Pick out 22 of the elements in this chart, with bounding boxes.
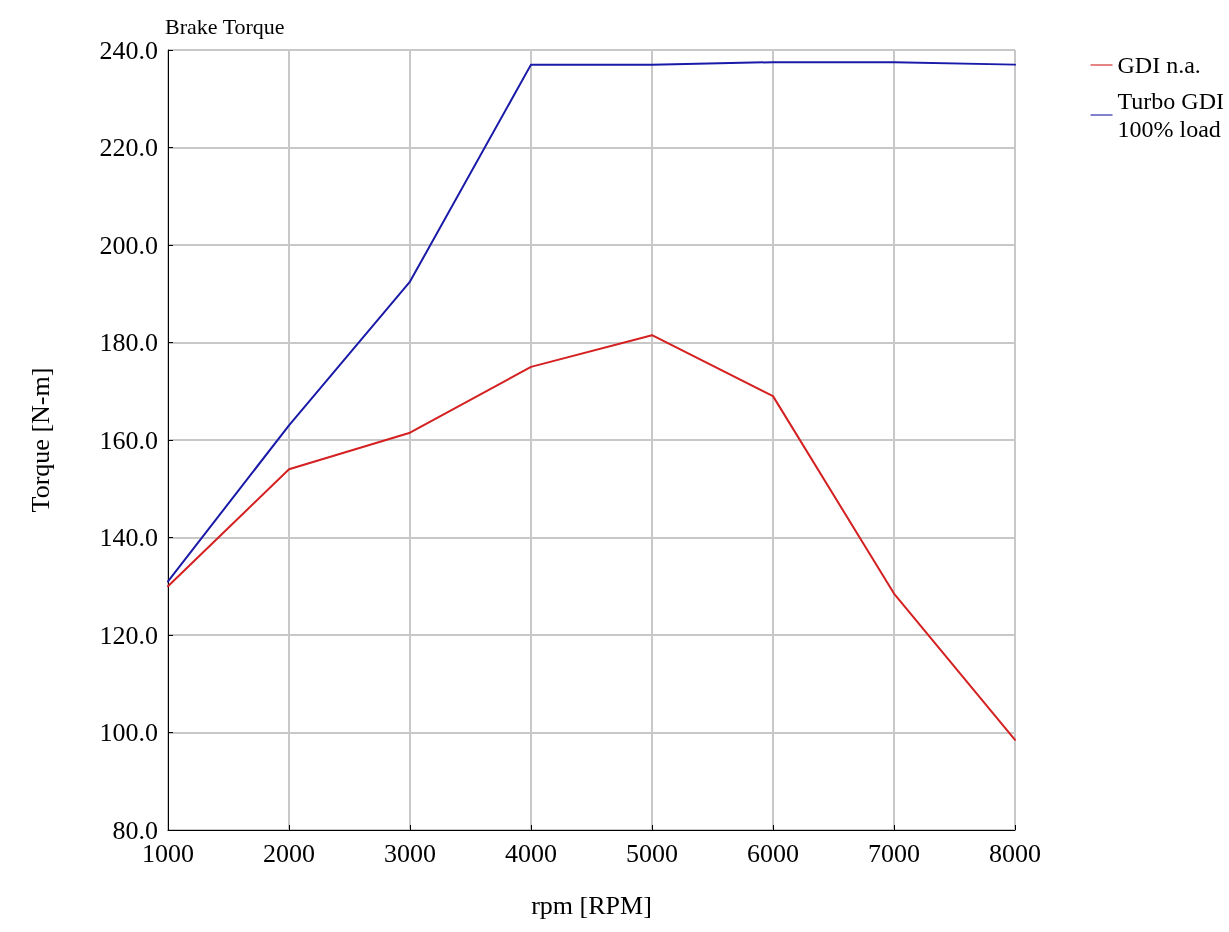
y-tick-label: 180.0	[99, 328, 158, 357]
x-tick-label: 6000	[747, 838, 799, 868]
y-tick-label: 100.0	[99, 718, 158, 747]
y-tick-label: 200.0	[99, 230, 158, 260]
line-series	[167, 61, 1016, 583]
x-tick-label: 7000	[868, 838, 920, 868]
y-tick-label: 140.0	[99, 523, 158, 552]
x-tick-label: 8000	[989, 838, 1041, 868]
x-tick-label: 3000	[384, 838, 436, 868]
chart-title: Brake Torque	[165, 13, 285, 39]
x-tick-label: 5000	[626, 838, 678, 868]
x-tick-label: 4000	[505, 838, 557, 868]
x-axis-title: rpm [RPM]	[531, 890, 652, 920]
legend-label: GDI n.a.	[1117, 52, 1201, 78]
y-tick-label: 240.0	[99, 35, 158, 65]
y-axis-title: Torque [N-m]	[25, 367, 55, 513]
y-tick-label: 120.0	[99, 620, 158, 650]
y-tick-label: 160.0	[99, 425, 158, 455]
legend-label: Turbo GDI 100% load	[1117, 88, 1225, 142]
y-tick-label: 220.0	[99, 133, 158, 162]
x-tick-label: 2000	[263, 838, 315, 868]
line-series	[167, 334, 1016, 741]
